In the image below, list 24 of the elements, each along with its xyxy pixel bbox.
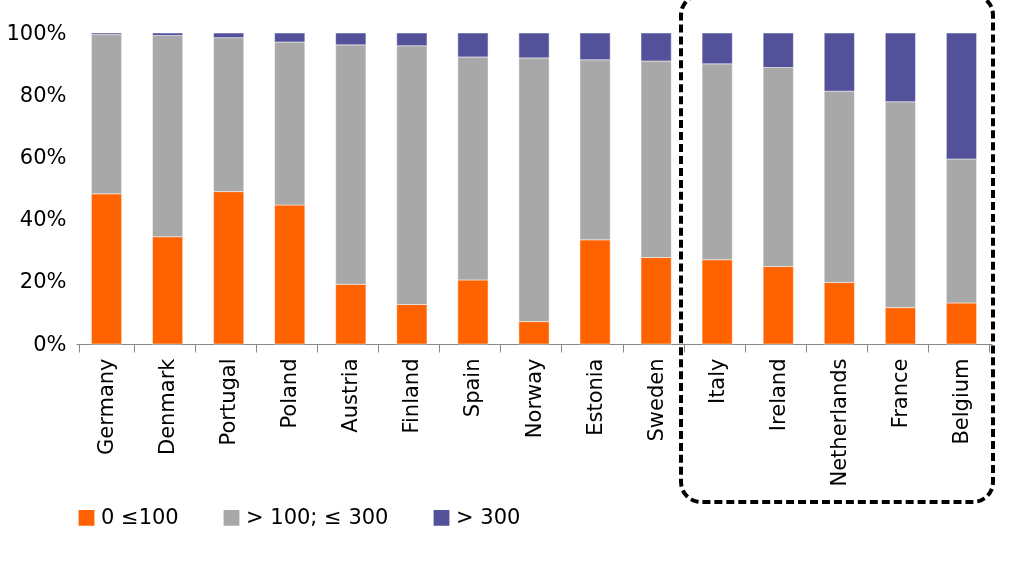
x-tick-label: France (887, 358, 912, 429)
x-tick-label: Finland (399, 358, 424, 434)
x-tick-label: Germany (94, 358, 119, 456)
y-tick-label: 100% (6, 20, 67, 45)
x-tick-label: Denmark (155, 357, 180, 456)
y-tick-label: 60% (19, 144, 67, 169)
x-tick-label: Poland (277, 358, 302, 429)
x-tick-label: Netherlands (826, 358, 851, 487)
x-tick-label: Austria (338, 358, 363, 433)
y-tick-label: 20% (19, 269, 67, 294)
x-tick-label: Portugal (216, 358, 241, 446)
x-tick-label: Norway (521, 358, 546, 439)
y-tick-label: 40% (19, 207, 67, 232)
y-tick-label: 0% (33, 331, 67, 356)
x-tick-label: Belgium (948, 358, 973, 445)
legend-label: > 300 (456, 504, 521, 529)
x-tick-label: Ireland (765, 358, 790, 432)
x-tick-label: Spain (460, 358, 485, 418)
x-tick-label: Estonia (582, 358, 607, 436)
y-tick-label: 80% (19, 82, 67, 107)
legend-label: > 100; ≤ 300 (246, 504, 389, 529)
x-tick-label: Italy (704, 358, 729, 405)
x-tick-label: Sweden (643, 358, 668, 442)
legend-label: 0 ≤100 (101, 504, 179, 529)
